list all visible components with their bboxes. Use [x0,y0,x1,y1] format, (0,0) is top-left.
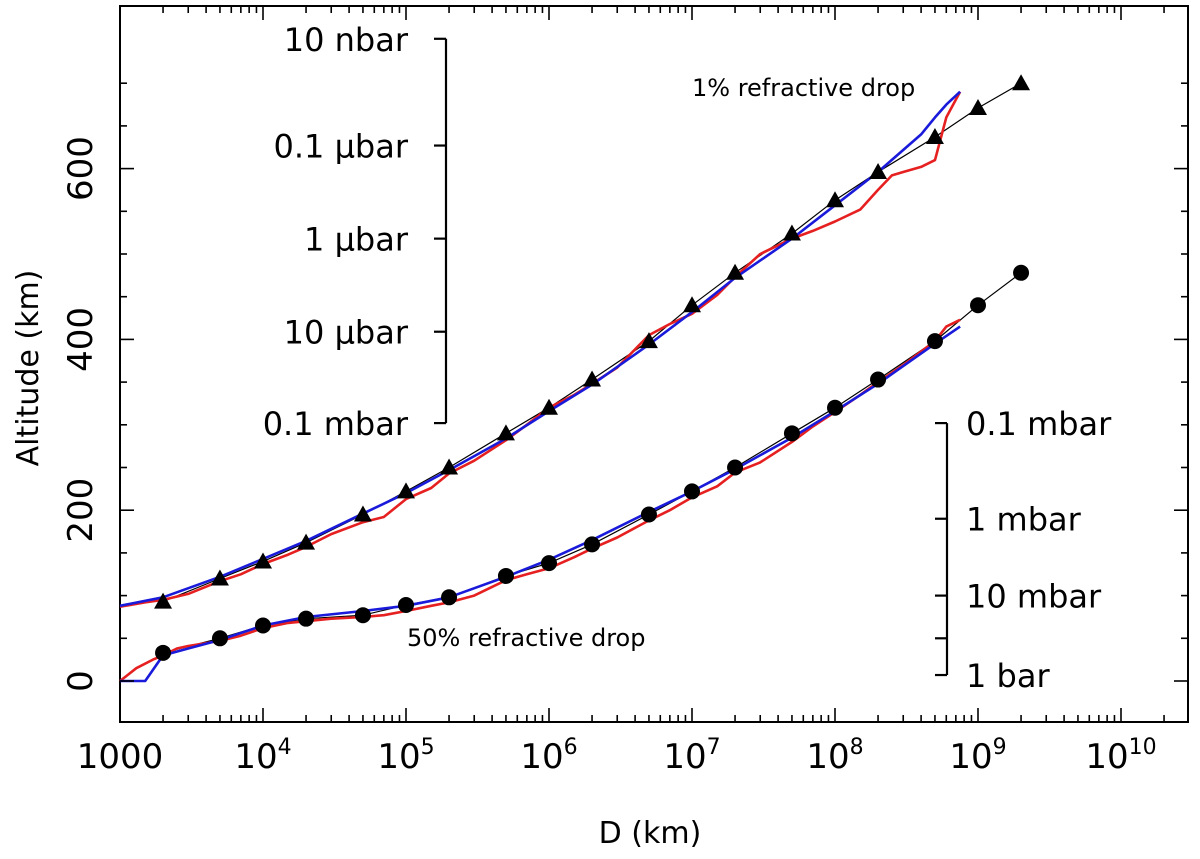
x-tick-label: 105 [377,735,434,777]
pressure-label: 10 nbar [284,21,409,59]
circle-marker [298,610,315,627]
triangle-marker [297,533,316,550]
x-axis-title: D (km) [599,816,702,851]
pressure-label: 1 μbar [304,221,409,259]
circle-marker [441,589,458,606]
circle-marker [926,333,943,350]
annotation-50pct: 50% refractive drop [407,624,645,652]
triangle-marker [639,332,658,349]
triangle-marker [683,296,701,313]
triangle-marker [496,424,515,441]
x-tick-label: 1000 [77,737,164,777]
triangle-marker [925,128,944,145]
circle-marker [584,536,601,553]
pressure-label: 0.1 μbar [274,128,409,166]
circle-marker [255,617,271,634]
triangle-marker [353,505,372,522]
y-tick-label: 0 [61,670,101,692]
y-tick-label: 200 [61,478,101,543]
circle-marker [684,483,700,500]
annotation-1pct: 1% refractive drop [692,74,915,102]
left-pressure-scale: 10 nbar 0.1 μbar 1 μbar 10 μbar 0.1 mbar [263,21,448,443]
circle-marker [497,567,514,584]
pressure-label: 1 bar [966,657,1050,695]
triangle-marker [969,98,987,115]
x-tick-label: 107 [663,735,720,777]
pressure-label: 0.1 mbar [966,405,1112,443]
triangle-marker [210,569,229,586]
pressure-label: 1 mbar [966,501,1082,539]
triangle-marker [254,552,272,569]
circle-marker [354,607,371,624]
y-tick-label: 600 [61,136,101,201]
x-tick-label: 109 [949,735,1006,777]
triangle-marker [583,370,602,387]
triangle-marker [869,163,888,180]
triangle-marker [726,263,745,280]
right-pressure-scale: 0.1 mbar 1 mbar 10 mbar 1 bar [935,405,1112,695]
x-tick-label: 108 [806,735,863,777]
x-tick-label: 106 [520,735,577,777]
circle-marker [870,371,887,388]
circle-marker [727,459,744,476]
triangle-marker [1012,74,1031,91]
axis-ticks: 1000 104 105 106 107 108 109 1010 0 200 400 600 [61,6,1188,777]
pressure-label: 10 mbar [966,578,1102,616]
triangle-marker [154,592,173,609]
pressure-label: 0.1 mbar [263,405,409,443]
red-model-line [119,91,962,608]
triangle-marker [826,191,844,208]
y-tick-label: 400 [61,307,101,372]
y-axis-title: Altitude (km) [11,270,46,467]
circle-marker [211,630,228,647]
markers-group [154,74,1031,661]
triangle-marker [397,482,415,499]
circle-marker [1013,264,1030,281]
circle-marker [640,506,657,523]
circle-marker [398,596,414,613]
circle-marker [155,644,172,661]
circle-marker [827,399,843,416]
circle-marker [783,425,800,442]
circle-marker [541,555,557,572]
plot-frame [119,5,1189,723]
x-tick-label: 1010 [1085,735,1156,777]
triangle-marker [440,458,459,475]
triangle-marker [540,398,558,415]
series-group [119,82,1022,683]
circle-marker [970,297,986,314]
triangle-marker [782,224,801,241]
pressure-label: 10 μbar [284,314,409,352]
blue-model-line [119,90,961,608]
x-tick-label: 104 [234,735,291,777]
